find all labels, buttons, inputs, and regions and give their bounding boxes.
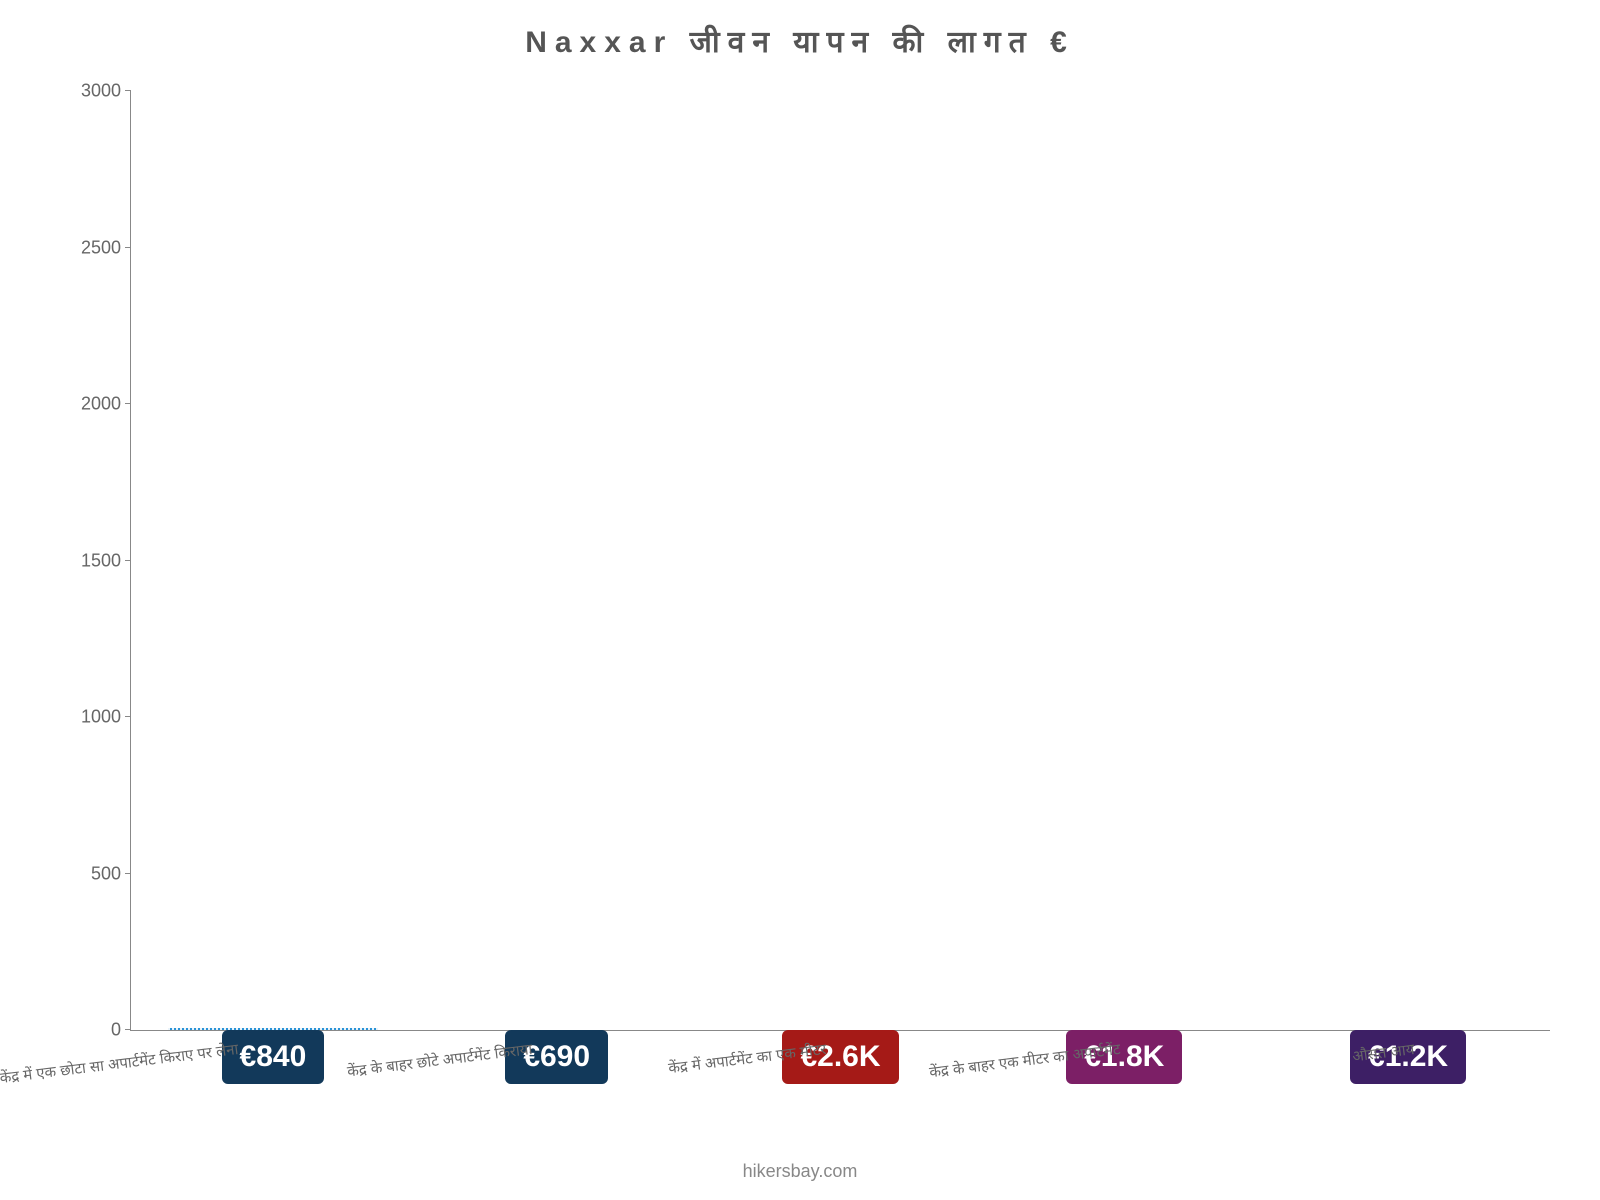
y-tick-label: 1500 <box>61 550 121 571</box>
chart-title: Naxxar जीवन यापन की लागत € <box>40 20 1560 61</box>
y-tick-label: 3000 <box>61 81 121 102</box>
y-tick-mark <box>125 873 131 874</box>
y-tick-label: 2000 <box>61 394 121 415</box>
y-tick-label: 1000 <box>61 707 121 728</box>
bar-slot: €840 <box>131 1028 415 1030</box>
y-tick-mark <box>125 90 131 91</box>
y-tick-label: 0 <box>61 1020 121 1041</box>
y-tick-mark <box>125 247 131 248</box>
y-tick-mark <box>125 403 131 404</box>
y-tick-label: 2500 <box>61 237 121 258</box>
x-axis-label: केंद्र में एक छोटा सा अपार्टमेंट किराए प… <box>0 1039 239 1088</box>
y-tick-mark <box>125 716 131 717</box>
chart-container: Naxxar जीवन यापन की लागत € €840€690€2.6K… <box>0 0 1600 1200</box>
y-tick-mark <box>125 1029 131 1030</box>
y-tick-mark <box>125 560 131 561</box>
bars-layer: €840€690€2.6K€1.8K€1.2K <box>131 91 1550 1030</box>
chart-footer: hikersbay.com <box>0 1161 1600 1182</box>
bar: €840 <box>168 1028 378 1030</box>
plot-area: €840€690€2.6K€1.8K€1.2K 0500100015002000… <box>130 91 1550 1031</box>
y-tick-label: 500 <box>61 863 121 884</box>
